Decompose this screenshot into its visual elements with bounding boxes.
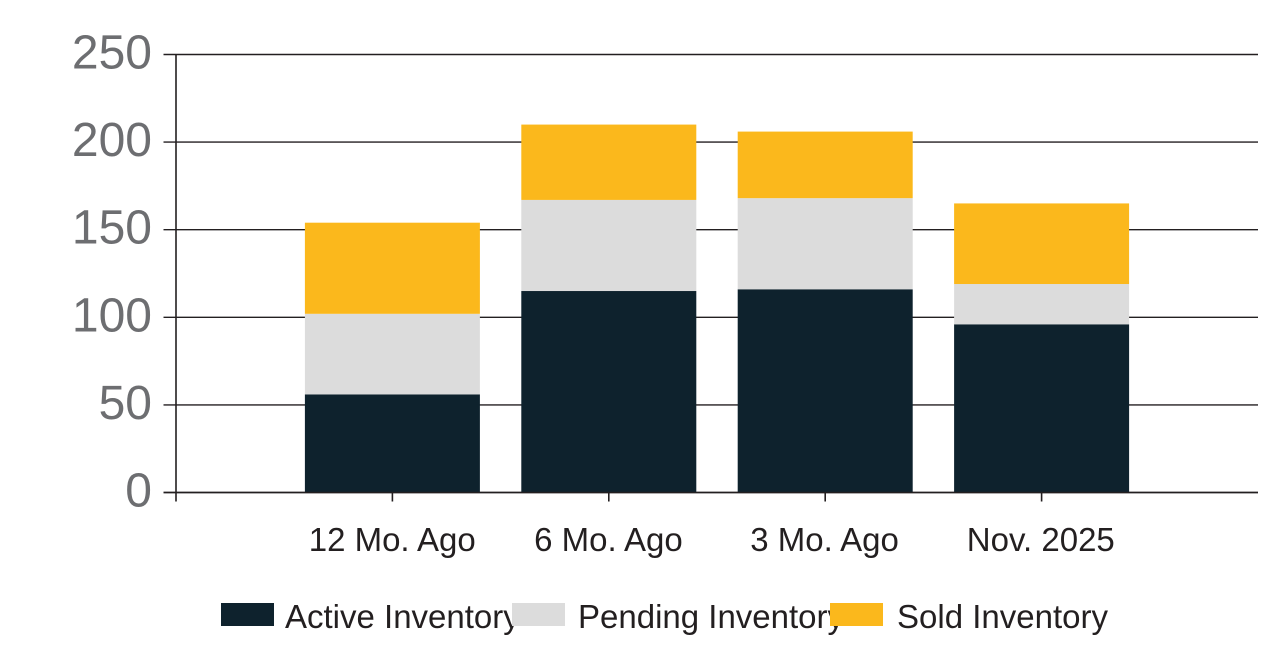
bar-segment-3-mo-ago-sold-inventory [737,131,913,199]
y-tick-label-100: 100 [72,289,152,342]
y-tick-label-250: 250 [72,27,152,80]
bar-segment-12-mo-ago-pending-inventory [304,313,480,395]
legend-label-active: Active Inventory [285,598,520,635]
x-label-6-mo-ago: 6 Mo. Ago [534,521,683,558]
bar-segment-12-mo-ago-sold-inventory [304,222,480,314]
x-label-3-mo-ago: 3 Mo. Ago [750,521,899,558]
bar-series [304,124,1130,493]
bar-segment-6-mo-ago-sold-inventory [521,124,697,200]
bar-segment-6-mo-ago-active-inventory [521,291,697,493]
sold-inventory-swatch [830,603,883,626]
x-label-nov-2025: Nov. 2025 [967,521,1115,558]
legend-label-pending: Pending Inventory [578,598,845,635]
y-axis-labels: 0 50 100 150 200 250 [72,27,152,518]
bar-segment-nov-2025-active-inventory [954,324,1130,493]
bar-segment-nov-2025-sold-inventory [954,203,1130,285]
bar-segment-6-mo-ago-pending-inventory [521,199,697,292]
axes [163,54,1258,502]
pending-inventory-swatch [512,603,565,626]
x-axis-labels: 12 Mo. Ago 6 Mo. Ago 3 Mo. Ago Nov. 2025 [309,521,1115,558]
bar-segment-12-mo-ago-active-inventory [304,394,480,493]
legend-label-sold: Sold Inventory [897,598,1108,635]
x-label-12-mo-ago: 12 Mo. Ago [309,521,476,558]
y-tick-label-200: 200 [72,114,152,167]
bar-segment-3-mo-ago-active-inventory [737,289,913,493]
legend: Active Inventory Pending Inventory Sold … [221,598,1108,635]
y-tick-label-50: 50 [99,377,152,430]
bar-segment-3-mo-ago-pending-inventory [737,198,913,290]
y-tick-label-150: 150 [72,202,152,255]
bar-segment-nov-2025-pending-inventory [954,284,1130,325]
y-tick-label-0: 0 [125,465,152,518]
active-inventory-swatch [221,603,274,626]
